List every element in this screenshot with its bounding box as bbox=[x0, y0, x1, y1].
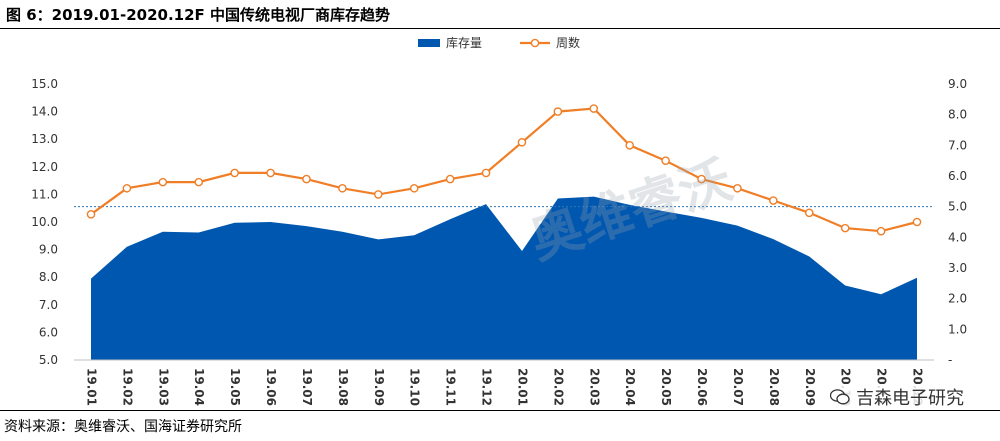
line-series-weeks bbox=[90, 107, 918, 233]
right-axis: - 1.0 2.0 3.0 4.0 5.0 6.0 7.0 8.0 9.0 bbox=[948, 77, 967, 367]
x-tick-label: 19.02 bbox=[120, 368, 134, 406]
x-tick-label: 20.06 bbox=[695, 368, 709, 406]
right-tick-label: 2.0 bbox=[948, 292, 967, 306]
right-tick-label: - bbox=[948, 353, 952, 367]
weeks-point-19.07 bbox=[302, 174, 311, 184]
weeks-point-19.02 bbox=[122, 183, 132, 193]
right-tick-label: 6.0 bbox=[948, 169, 967, 183]
weeks-point-19.04 bbox=[194, 177, 204, 187]
weeks-point-19.05 bbox=[230, 168, 239, 178]
source-note: 资料来源：奥维睿沃、国海证券研究所 bbox=[4, 419, 242, 435]
weeks-point-19.12 bbox=[481, 168, 491, 178]
weeks-point-20.12 bbox=[912, 217, 922, 227]
x-tick-label: 20.09 bbox=[803, 368, 817, 406]
right-tick-label: 1.0 bbox=[948, 322, 967, 336]
left-axis: 5.0 6.0 7.0 8.0 9.0 10.0 11.0 12.0 13.0 14.0 15.0 bbox=[31, 77, 58, 367]
left-tick-label: 5.0 bbox=[39, 353, 58, 367]
legend-marker-weeks bbox=[530, 38, 540, 48]
weeks-point-20.08 bbox=[769, 196, 778, 205]
weeks-point-20.03 bbox=[589, 104, 599, 113]
right-tick-label: 7.0 bbox=[948, 138, 967, 152]
weeks-point-20.02 bbox=[553, 107, 563, 116]
right-tick-label: 5.0 bbox=[948, 200, 967, 214]
left-tick-label: 7.0 bbox=[39, 298, 58, 312]
x-tick-label: 19.12 bbox=[480, 368, 494, 406]
left-tick-label: 9.0 bbox=[39, 243, 58, 257]
left-tick-label: 15.0 bbox=[31, 77, 58, 91]
weeks-point-20.05 bbox=[661, 156, 670, 165]
x-tick-label: 19.08 bbox=[336, 368, 350, 406]
x-tick-label: 20.02 bbox=[551, 368, 565, 406]
x-tick-label: 19.10 bbox=[408, 368, 422, 406]
x-tick-label: 20.04 bbox=[623, 368, 637, 406]
wechat-watermark-text: 吉森电子研究 bbox=[856, 388, 964, 409]
x-tick-label: 19.11 bbox=[444, 368, 458, 406]
weeks-point-19.08 bbox=[338, 183, 347, 193]
area-series-inventory bbox=[91, 196, 917, 360]
x-axis: 19.01 19.02 19.03 19.04 19.05 19.06 19.07 19.08… bbox=[85, 368, 925, 406]
title-divider bbox=[0, 28, 1000, 29]
x-tick-label: 20.05 bbox=[659, 368, 673, 406]
weeks-point-20.01 bbox=[517, 137, 527, 147]
left-tick-label: 10.0 bbox=[31, 215, 58, 229]
wechat-watermark: 吉森电子研究 bbox=[826, 384, 968, 410]
x-tick-label: 19.05 bbox=[228, 368, 242, 406]
x-tick-label: 19.09 bbox=[372, 368, 386, 406]
weeks-point-19.10 bbox=[409, 183, 419, 193]
weeks-point-19.01 bbox=[86, 210, 96, 219]
right-tick-label: 3.0 bbox=[948, 261, 967, 275]
legend-swatch-inventory bbox=[418, 39, 440, 47]
x-tick-label: 19.07 bbox=[300, 368, 314, 406]
weeks-point-19.11 bbox=[445, 174, 455, 184]
weeks-point-20.04 bbox=[625, 141, 634, 150]
left-tick-label: 11.0 bbox=[31, 187, 58, 201]
wechat-icon bbox=[829, 389, 850, 405]
left-tick-label: 8.0 bbox=[39, 270, 58, 284]
x-tick-label: 20.03 bbox=[587, 368, 601, 406]
x-tick-label: 19.04 bbox=[192, 368, 206, 406]
inventory-chart: 库存量 周数 5.0 6.0 7.0 8.0 9.0 10.0 11.0 12.0 13.0 14.… bbox=[31, 35, 967, 406]
weeks-point-19.06 bbox=[266, 168, 275, 178]
chart-legend: 库存量 周数 bbox=[418, 35, 580, 50]
weeks-point-20.09 bbox=[804, 208, 814, 218]
weeks-point-19.09 bbox=[374, 190, 383, 199]
right-tick-label: 8.0 bbox=[948, 108, 967, 122]
plot-area bbox=[74, 104, 934, 361]
left-tick-label: 13.0 bbox=[31, 132, 58, 146]
weeks-point-20.07 bbox=[733, 183, 742, 193]
legend-label-inventory: 库存量 bbox=[446, 35, 482, 50]
weeks-point-20.06 bbox=[697, 174, 706, 184]
left-tick-label: 12.0 bbox=[31, 160, 58, 174]
weeks-point-20.10 bbox=[840, 223, 850, 233]
right-tick-label: 9.0 bbox=[948, 77, 967, 91]
weeks-point-20.11 bbox=[876, 226, 886, 236]
weeks-point-19.03 bbox=[158, 177, 168, 187]
x-tick-label: 20.08 bbox=[767, 368, 781, 406]
x-tick-label: 20.07 bbox=[731, 368, 745, 406]
source-divider bbox=[0, 410, 1000, 411]
right-tick-label: 4.0 bbox=[948, 230, 967, 244]
x-tick-label: 20.01 bbox=[515, 368, 529, 406]
left-tick-label: 14.0 bbox=[31, 105, 58, 119]
x-tick-label: 19.01 bbox=[85, 368, 99, 406]
left-tick-label: 6.0 bbox=[39, 325, 58, 339]
x-tick-label: 19.03 bbox=[156, 368, 170, 406]
chart-title: 图 6：2019.01-2020.12F 中国传统电视厂商库存趋势 bbox=[6, 6, 390, 24]
x-tick-label: 19.06 bbox=[264, 368, 278, 406]
legend-label-weeks: 周数 bbox=[556, 35, 580, 50]
